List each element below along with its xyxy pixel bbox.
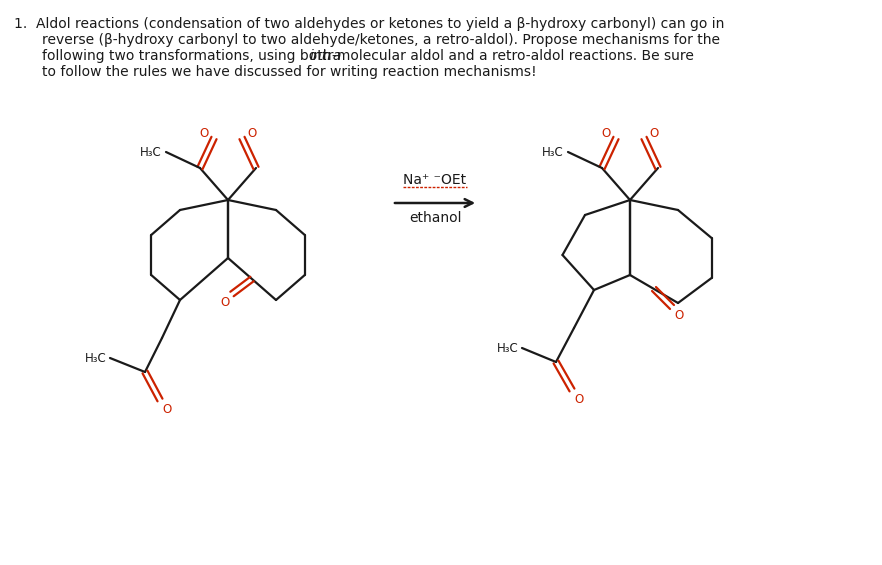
Text: O: O [199, 127, 209, 140]
Text: 1.  Aldol reactions (condensation of two aldehydes or ketones to yield a β-hydro: 1. Aldol reactions (condensation of two … [14, 17, 724, 31]
Text: H₃C: H₃C [86, 351, 107, 364]
Text: intra: intra [310, 49, 342, 63]
Text: O: O [649, 127, 658, 140]
Text: O: O [162, 403, 171, 416]
Text: Na⁺ ⁻OEt: Na⁺ ⁻OEt [403, 173, 467, 187]
Text: O: O [220, 296, 230, 309]
Text: H₃C: H₃C [140, 146, 162, 159]
Text: following two transformations, using both: following two transformations, using bot… [42, 49, 336, 63]
Text: reverse (β-hydroxy carbonyl to two aldehyde/ketones, a retro-aldol). Propose mec: reverse (β-hydroxy carbonyl to two aldeh… [42, 33, 720, 47]
Text: H₃C: H₃C [542, 146, 564, 159]
Text: H₃C: H₃C [497, 341, 519, 354]
Text: ethanol: ethanol [408, 211, 461, 225]
Text: O: O [247, 127, 257, 140]
Text: -molecular aldol and a retro-aldol reactions. Be sure: -molecular aldol and a retro-aldol react… [332, 49, 694, 63]
Text: O: O [674, 309, 684, 322]
Text: to follow the rules we have discussed for writing reaction mechanisms!: to follow the rules we have discussed fo… [42, 65, 536, 79]
Text: O: O [574, 393, 583, 406]
Text: O: O [602, 127, 611, 140]
